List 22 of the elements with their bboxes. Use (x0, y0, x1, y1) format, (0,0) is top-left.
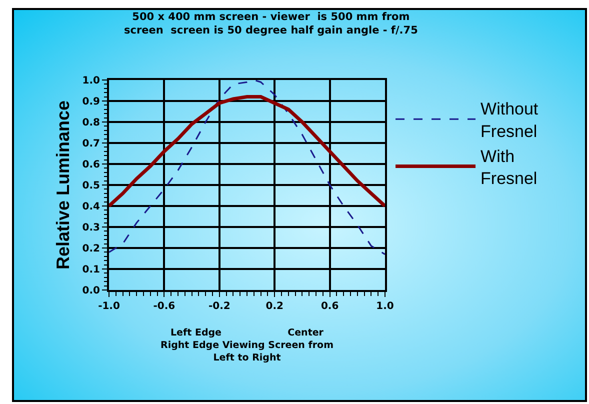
y-tick-label: 0.3 (82, 222, 100, 234)
x-tick-label: 0.2 (266, 301, 284, 312)
y-tick-label: 0.6 (82, 160, 100, 170)
y-tick-label: 0.4 (82, 202, 100, 212)
x-tick-label: 1.0 (376, 301, 394, 312)
legend-label: With Fresnel (480, 146, 538, 188)
y-tick-label: 0.2 (82, 244, 100, 254)
x-tick-label: -0.6 (153, 301, 176, 312)
x-tick-label: 0.6 (320, 301, 339, 312)
chart-title: 500 x 400 mm screen - viewer is 500 mm from screen screen is 50 degree half gain angle - f/.75 (124, 10, 418, 36)
y-tick-label: 0.5 (82, 180, 100, 192)
legend-label: Without Fresnel (480, 100, 538, 141)
y-tick-label: 0.0 (82, 286, 100, 296)
y-tick-label: 1.0 (82, 76, 100, 86)
y-tick-label: 0.1 (82, 264, 100, 276)
x-axis-title: Left Edge Center Right Edge Viewing Screen from Left to Right (160, 328, 334, 364)
y-tick-label: 0.8 (82, 118, 100, 128)
x-tick-label: -0.2 (208, 301, 230, 312)
x-tick-label: -1.0 (98, 301, 120, 312)
y-tick-label: 0.7 (82, 138, 100, 150)
y-axis-title: Relative Luminance (52, 100, 73, 270)
y-tick-label: 0.9 (82, 96, 100, 108)
